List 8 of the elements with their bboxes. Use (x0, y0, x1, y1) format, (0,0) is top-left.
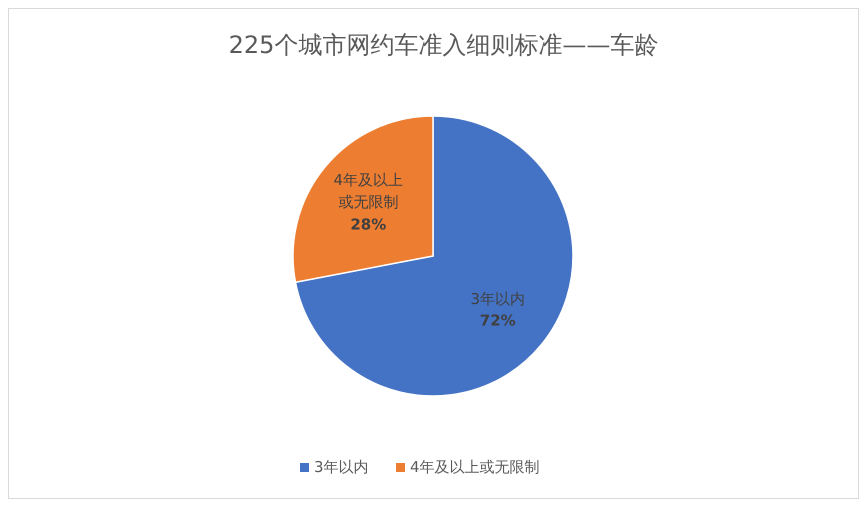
pie-slice (294, 115, 574, 397)
slice-label: 4年及以上或无限制 (332, 170, 404, 214)
legend-label: 4年及以上或无限制 (410, 458, 540, 476)
data-label: 28% (350, 215, 386, 234)
legend-label: 3年以内 (314, 458, 369, 476)
slice-label: 3年以内 (469, 288, 526, 310)
chart-title: 225个城市网约车准入细则标准——车龄 (228, 31, 658, 59)
data-label: 72% (480, 312, 516, 330)
